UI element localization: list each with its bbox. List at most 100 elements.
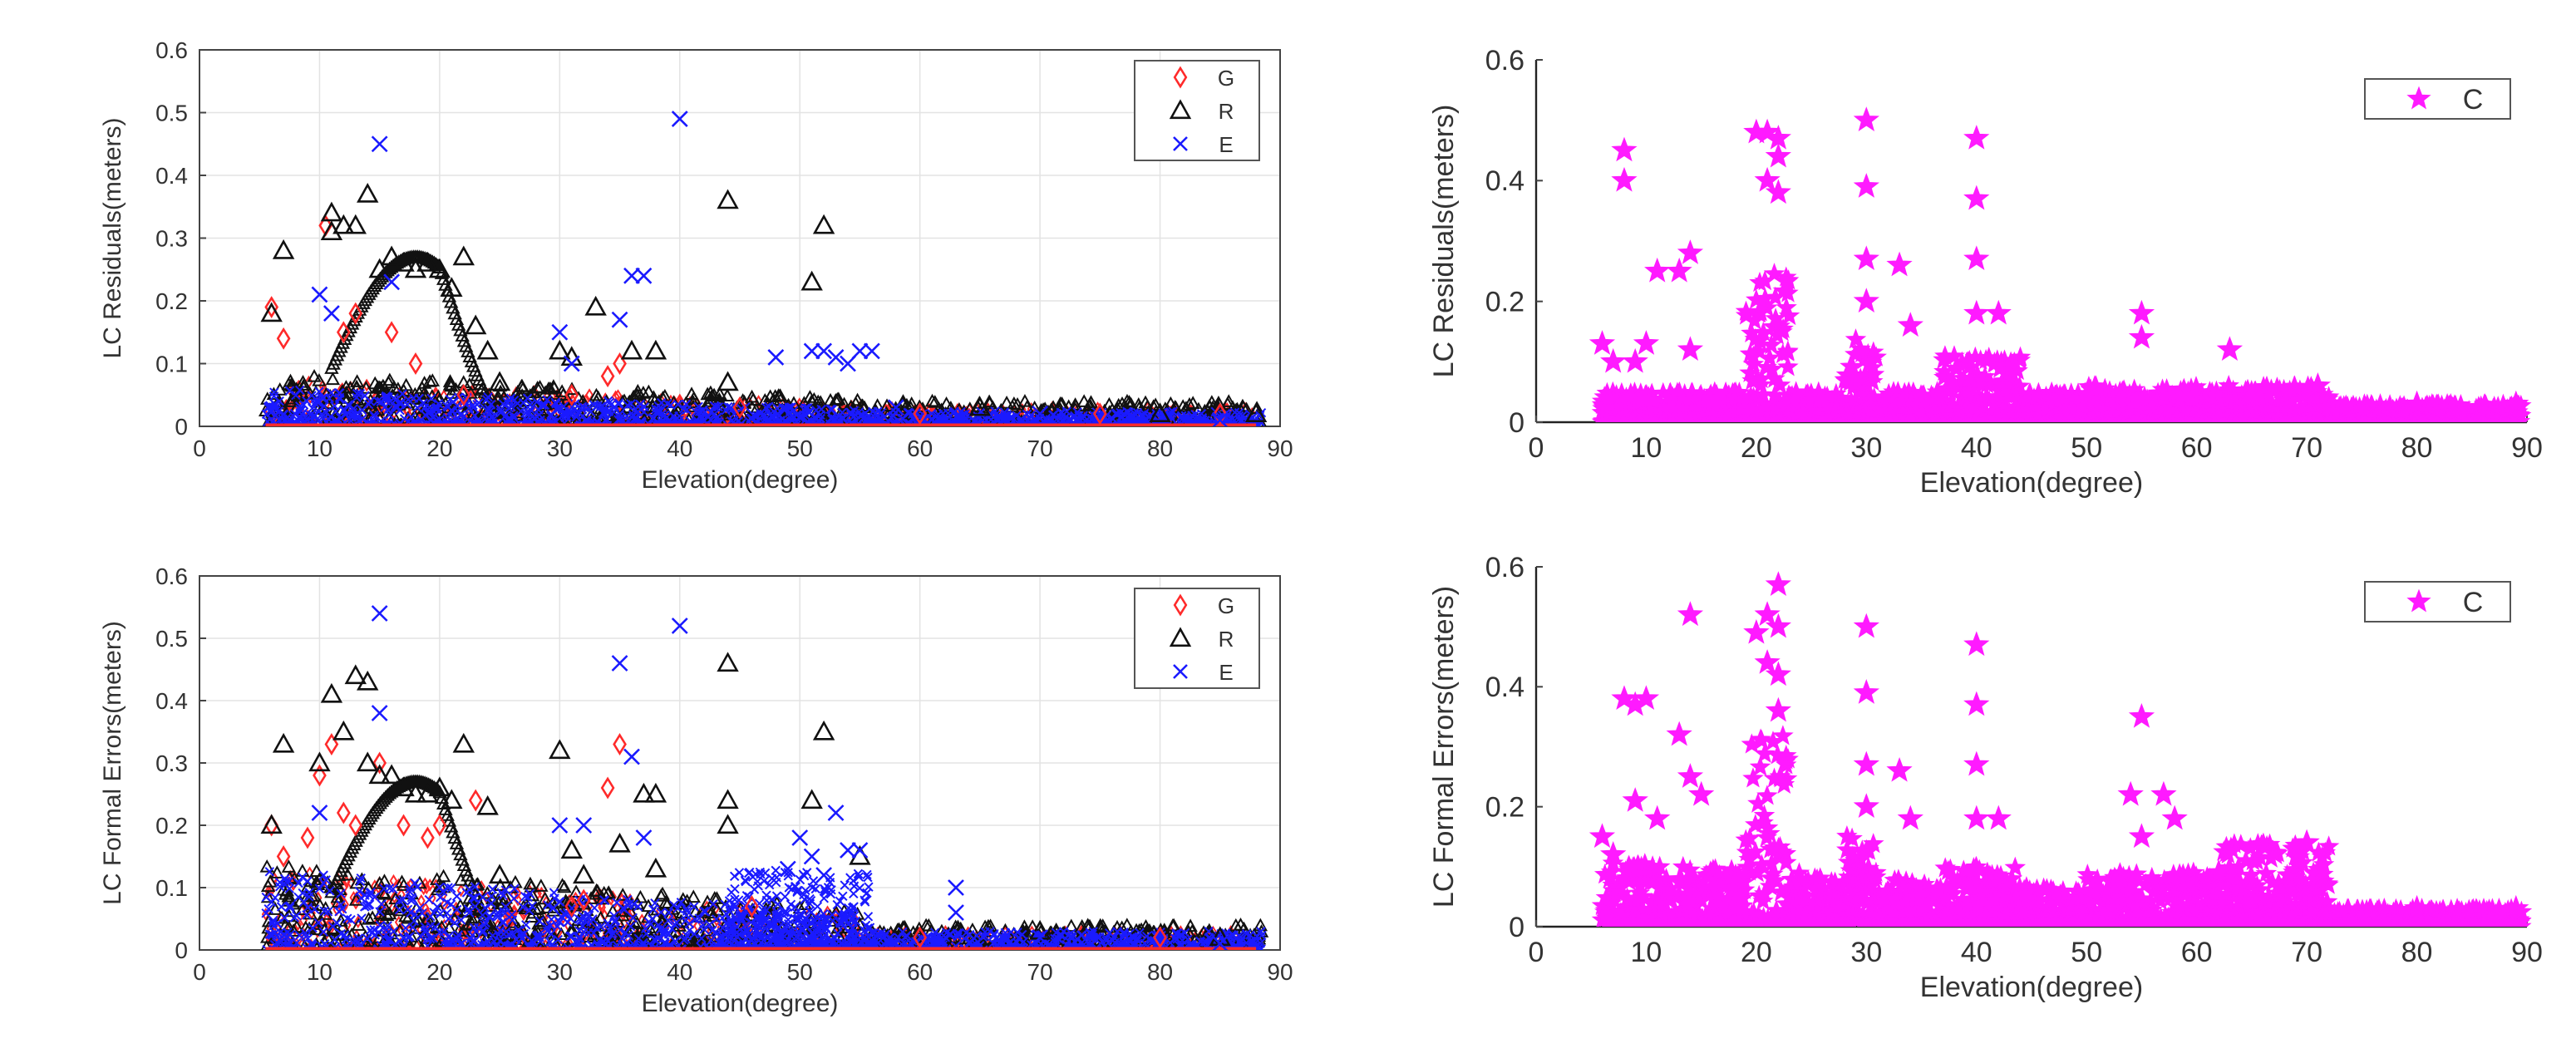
data-point-c xyxy=(1853,679,1879,704)
x-tick-label: 0 xyxy=(1529,937,1544,968)
data-point-c xyxy=(1963,805,1990,830)
chart-lc-residuals-c: 0 10 20 30 40 50 60 70 80 90 0 0.2 0.4 0.6 Elevation(d… xyxy=(1428,45,2543,499)
data-point-r xyxy=(633,782,655,803)
x-tick-label: 40 xyxy=(667,959,692,985)
data-point-c xyxy=(2205,859,2232,884)
data-point-c xyxy=(2150,780,2177,806)
data-point-c xyxy=(1633,330,1660,355)
data-point-c xyxy=(1853,245,1879,271)
data-point-e xyxy=(611,655,628,672)
data-point-g xyxy=(276,327,291,350)
data-point-g xyxy=(613,733,627,755)
data-point-c xyxy=(2403,390,2431,416)
series-c-baseline xyxy=(1591,903,2530,927)
chart-lc-formal-errors-gre: 0 10 20 30 40 50 60 70 80 90 0 0.1 0.2 0.3 0.4 0.5 0.6 El… xyxy=(99,563,1293,1017)
data-point-r xyxy=(560,839,583,859)
data-point-e xyxy=(779,860,796,878)
legend: C xyxy=(2364,78,2511,120)
y-axis-label: LC Formal Errors(meters) xyxy=(99,621,126,905)
data-point-e xyxy=(611,311,628,328)
legend-label-c: C xyxy=(2463,587,2484,618)
x-tick-label: 90 xyxy=(2511,432,2543,464)
data-point-r xyxy=(441,789,463,809)
y-tick-label: 0.4 xyxy=(1485,672,1524,703)
x-tick-label: 50 xyxy=(787,959,813,985)
data-point-r xyxy=(428,776,451,797)
x-tick-label: 90 xyxy=(1267,436,1293,461)
data-point-c xyxy=(1985,805,2012,830)
x-tick-label: 60 xyxy=(2181,432,2213,464)
x-tick-label: 60 xyxy=(2181,937,2213,968)
legend-box xyxy=(1134,60,1260,161)
data-point-e xyxy=(815,342,833,360)
data-point-r xyxy=(812,720,835,741)
data-point-r xyxy=(441,277,463,297)
x-axis-label: Elevation(degree) xyxy=(1920,467,2143,499)
data-point-c xyxy=(1644,805,1671,830)
data-point-c xyxy=(1765,179,1791,204)
data-point-c xyxy=(1886,756,1913,782)
y-tick-label: 0.3 xyxy=(155,225,188,251)
data-point-r xyxy=(332,214,355,234)
data-point-c xyxy=(1765,142,1791,168)
x-tick-label: 30 xyxy=(547,436,573,461)
data-point-r xyxy=(644,857,667,878)
y-tick-label: 0.6 xyxy=(155,37,188,63)
data-point-g xyxy=(468,789,483,812)
data-point-e xyxy=(840,842,856,859)
data-point-c xyxy=(1588,823,1616,849)
tick-labels: 0 10 20 30 40 50 60 70 80 90 0 0.2 0.4 0.6 xyxy=(1485,552,2543,968)
data-point-e xyxy=(623,748,640,765)
plot-area xyxy=(258,111,1268,426)
x-tick-label: 30 xyxy=(547,959,573,985)
data-point-g xyxy=(264,296,279,319)
data-point-e xyxy=(383,273,401,291)
y-tick-label: 0.6 xyxy=(155,563,188,589)
data-point-g xyxy=(745,895,759,918)
data-point-e xyxy=(948,904,964,921)
data-point-r xyxy=(428,258,451,278)
x-tick-label: 20 xyxy=(1741,937,1772,968)
y-tick-label: 0.4 xyxy=(155,688,188,714)
y-tick-label: 0 xyxy=(1509,407,1524,439)
data-point-c xyxy=(2128,823,2155,849)
legend-box xyxy=(2364,581,2511,622)
x-tick-label: 20 xyxy=(426,436,452,461)
tick-labels: 0 10 20 30 40 50 60 70 80 90 0 0.2 0.4 0.6 xyxy=(1485,45,2543,464)
data-point-c xyxy=(1963,631,1990,657)
data-point-r xyxy=(357,182,379,203)
data-point-c xyxy=(1853,288,1879,312)
y-tick-label: 0.5 xyxy=(155,100,188,125)
data-point-g xyxy=(336,801,351,824)
data-point-c xyxy=(1963,750,1990,776)
x-tick-label: 70 xyxy=(1027,959,1053,985)
data-point-e xyxy=(623,267,640,284)
y-axis-label: LC Residuals(meters) xyxy=(99,117,126,358)
legend-marker-e xyxy=(1173,664,1188,679)
data-point-r xyxy=(380,245,403,266)
series-c-dense-band xyxy=(1591,725,2533,927)
data-point-e xyxy=(827,805,845,821)
data-point-c xyxy=(1765,613,1791,638)
data-point-r xyxy=(968,396,992,416)
data-point-g xyxy=(913,926,928,949)
data-point-r xyxy=(357,751,379,772)
data-point-c xyxy=(1886,251,1913,277)
data-point-e xyxy=(827,349,845,366)
data-point-e xyxy=(635,829,653,846)
y-tick-label: 0.4 xyxy=(1485,165,1524,197)
data-point-c xyxy=(1853,750,1879,776)
data-point-c xyxy=(1754,118,1781,144)
data-point-c xyxy=(1754,649,1781,674)
x-tick-label: 80 xyxy=(1147,436,1173,461)
series-c-baseline xyxy=(1591,399,2530,422)
data-point-c xyxy=(2293,829,2320,854)
x-tick-label: 30 xyxy=(1850,432,1882,464)
legend-label-e: E xyxy=(1219,660,1233,685)
data-point-g xyxy=(1092,402,1107,426)
data-point-r xyxy=(717,189,739,209)
data-point-c xyxy=(1963,245,1990,271)
x-axis-label: Elevation(degree) xyxy=(1920,972,2143,1003)
series-r xyxy=(260,182,1268,422)
x-tick-label: 80 xyxy=(2401,937,2433,968)
